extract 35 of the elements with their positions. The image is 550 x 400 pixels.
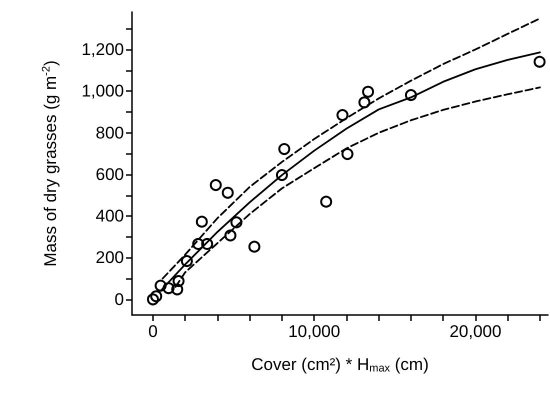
point	[278, 143, 290, 156]
point	[192, 238, 204, 250]
y-axis-title: Mass of dry grasses (g m-2)	[40, 60, 60, 267]
point	[224, 229, 236, 242]
point	[162, 282, 175, 294]
point	[341, 148, 354, 160]
point	[230, 216, 242, 228]
point	[172, 275, 185, 288]
point	[362, 86, 374, 98]
y-tick-label: 800	[96, 123, 124, 142]
point	[201, 238, 214, 250]
point	[154, 280, 167, 292]
point	[276, 169, 288, 182]
point	[404, 89, 417, 102]
y-tick-label: 400	[96, 206, 124, 226]
point	[146, 293, 159, 306]
point	[180, 255, 193, 268]
y-tick-label: 1,200	[81, 40, 124, 59]
x-tick-label: 20,000	[449, 322, 502, 341]
point	[171, 283, 184, 296]
point	[222, 186, 234, 199]
point	[320, 196, 332, 208]
y-tick-label: 200	[96, 248, 124, 268]
y-tick-label: 600	[96, 164, 124, 184]
y-tick-label: 1,000	[81, 82, 124, 101]
point	[150, 290, 162, 302]
point	[196, 216, 208, 228]
point	[336, 109, 348, 122]
point	[210, 179, 222, 192]
point	[534, 56, 546, 68]
x-tick-label: 0	[148, 322, 158, 341]
point	[358, 96, 370, 108]
y-tick-label: 0	[114, 290, 124, 309]
x-tick-label: 10,000	[288, 322, 340, 341]
point	[248, 240, 260, 253]
